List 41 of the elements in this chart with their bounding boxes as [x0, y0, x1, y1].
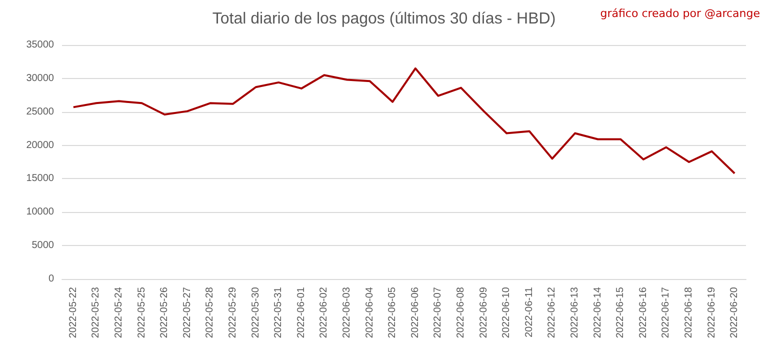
chart-title: Total diario de los pagos (últimos 30 días - HBD) [212, 10, 556, 28]
x-tick-label: 2022-06-19 [706, 286, 718, 338]
x-tick-label: 2022-06-05 [387, 286, 398, 338]
x-tick-label: 2022-05-26 [159, 286, 170, 338]
x-tick-label: 2022-05-27 [182, 286, 193, 338]
x-tick-label: 2022-06-12 [546, 286, 558, 338]
x-tick-label: 2022-06-17 [660, 286, 672, 338]
y-tick-label: 35000 [26, 40, 54, 50]
x-tick-label: 2022-05-30 [250, 286, 262, 338]
x-tick-label: 2022-05-28 [204, 286, 216, 338]
line-series [72, 67, 736, 174]
x-tick-label: 2022-06-13 [570, 286, 580, 338]
x-tick-label: 2022-06-10 [501, 286, 512, 338]
x-tick-label: 2022-06-09 [478, 286, 490, 338]
y-tick-label: 25000 [26, 106, 54, 118]
x-tick-label: 2022-05-31 [273, 286, 284, 338]
x-tick-label: 2022-06-02 [318, 286, 330, 338]
x-tick-label: 2022-05-29 [228, 286, 238, 338]
x-tick-label: 2022-06-14 [592, 286, 604, 338]
y-tick-label: 0 [48, 274, 54, 284]
y-tick-label: 5000 [32, 240, 54, 252]
x-tick-label: 2022-05-23 [90, 286, 102, 338]
x-tick-label: 2022-06-20 [729, 286, 740, 338]
x-tick-label: 2022-06-06 [410, 286, 421, 338]
y-tick-label: 15000 [26, 173, 54, 184]
x-tick-label: 2022-06-16 [638, 286, 649, 338]
y-tick-label: 30000 [26, 72, 54, 84]
y-tick-label: 20000 [26, 140, 54, 151]
x-tick-label: 2022-05-24 [114, 286, 124, 338]
x-tick-label: 2022-06-03 [342, 286, 352, 338]
x-tick-label: 2022-06-08 [456, 286, 466, 338]
x-tick-label: 2022-05-22 [68, 286, 79, 338]
x-tick-label: 2022-06-15 [615, 286, 626, 338]
x-tick-label: 2022-06-01 [296, 286, 307, 338]
x-tick-label: 2022-06-18 [684, 286, 694, 338]
x-tick-label: 2022-06-11 [524, 286, 535, 338]
x-tick-label: 2022-06-04 [364, 286, 376, 338]
x-tick-label: 2022-05-25 [136, 286, 148, 338]
text: gráfico creado por @arcange [600, 7, 760, 20]
x-tick-label: 2022-06-07 [432, 286, 444, 338]
y-tick-label: 10000 [26, 206, 54, 218]
